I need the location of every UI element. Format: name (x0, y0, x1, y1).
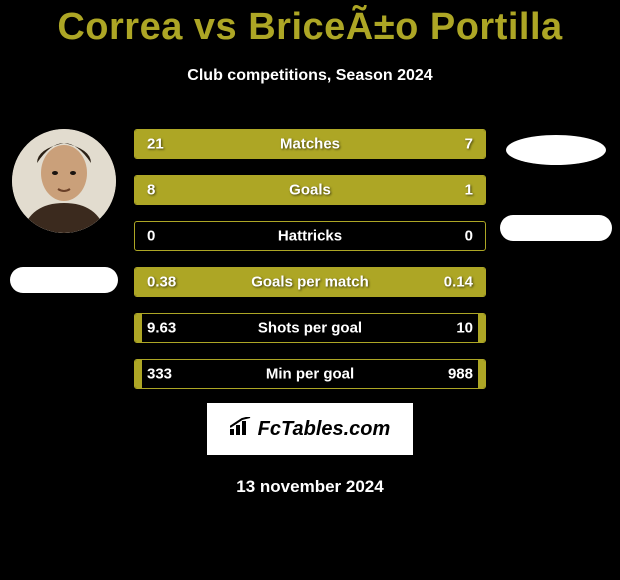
stat-value-right: 0 (465, 228, 473, 245)
date-line: 13 november 2024 (236, 477, 383, 497)
footer: FcTables.com 13 november 2024 (0, 403, 620, 497)
player-right-avatar (506, 135, 606, 165)
main-row: 21 Matches 7 8 Goals 1 0 Hattricks 0 (0, 129, 620, 389)
stat-bar-goals: 8 Goals 1 (134, 175, 486, 205)
stat-value-left: 21 (147, 136, 164, 153)
stat-fill-left (135, 314, 142, 342)
comparison-container: Correa vs BriceÃ±o Portilla Club competi… (0, 0, 620, 497)
stat-fill-left (135, 360, 142, 388)
stat-value-left: 8 (147, 182, 155, 199)
stat-value-right: 1 (465, 182, 473, 199)
stat-value-left: 0.38 (147, 274, 176, 291)
stat-label: Matches (280, 136, 340, 153)
player-right-name-pill (500, 215, 612, 241)
stat-value-right: 988 (448, 366, 473, 383)
fctables-logo: FcTables.com (207, 403, 413, 455)
stat-bar-min-per-goal: 333 Min per goal 988 (134, 359, 486, 389)
stat-fill-right (478, 360, 485, 388)
stat-fill-left (135, 130, 398, 158)
avatar-placeholder-icon (12, 129, 116, 233)
player-right-column (496, 129, 616, 241)
stat-label: Shots per goal (258, 320, 362, 337)
stat-value-right: 0.14 (444, 274, 473, 291)
stat-bar-matches: 21 Matches 7 (134, 129, 486, 159)
logo-text: FcTables.com (258, 418, 391, 441)
stat-label: Min per goal (266, 366, 354, 383)
stat-label: Goals (289, 182, 331, 199)
player-left-column (4, 129, 124, 293)
stat-value-left: 9.63 (147, 320, 176, 337)
stat-label: Hattricks (278, 228, 342, 245)
player-left-avatar (12, 129, 116, 233)
stat-value-left: 333 (147, 366, 172, 383)
chart-icon (230, 417, 252, 441)
subtitle: Club competitions, Season 2024 (0, 67, 620, 85)
stat-value-right: 10 (456, 320, 473, 337)
stat-bar-goals-per-match: 0.38 Goals per match 0.14 (134, 267, 486, 297)
stat-bar-shots-per-goal: 9.63 Shots per goal 10 (134, 313, 486, 343)
stat-label: Goals per match (251, 274, 369, 291)
stat-bar-hattricks: 0 Hattricks 0 (134, 221, 486, 251)
stat-value-left: 0 (147, 228, 155, 245)
page-title: Correa vs BriceÃ±o Portilla (0, 0, 620, 49)
player-left-name-pill (10, 267, 118, 293)
stat-fill-right (478, 314, 485, 342)
stat-value-right: 7 (465, 136, 473, 153)
stats-column: 21 Matches 7 8 Goals 1 0 Hattricks 0 (124, 129, 496, 389)
